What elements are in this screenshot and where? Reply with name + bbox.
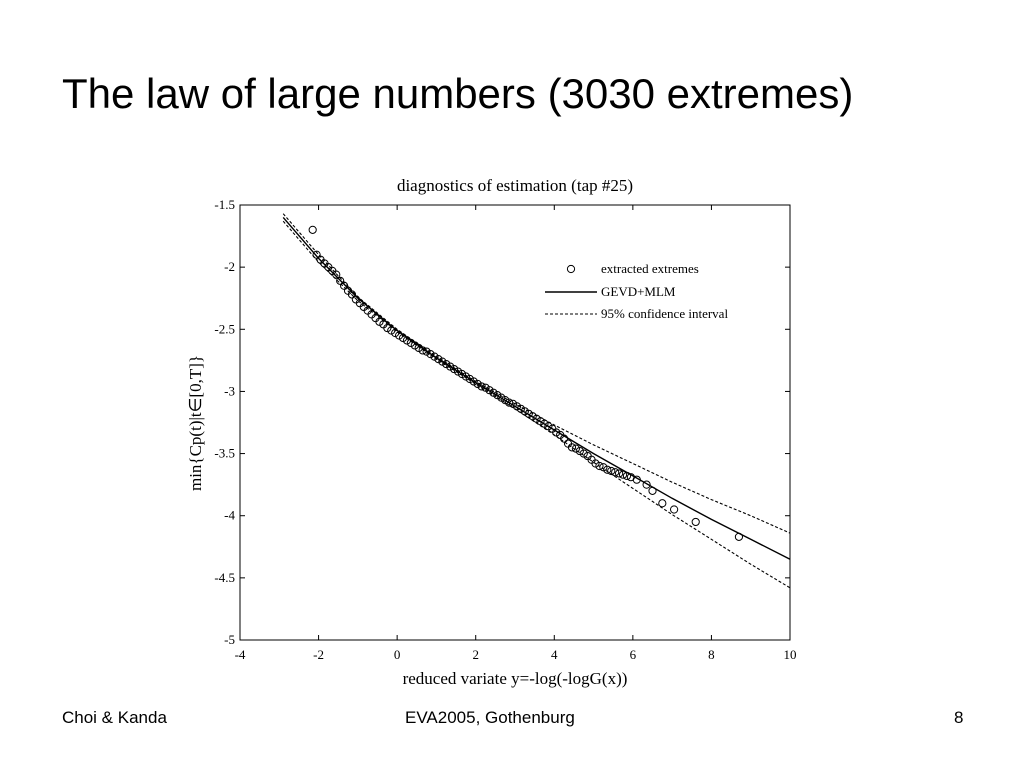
data-point xyxy=(340,281,349,290)
data-point xyxy=(618,470,628,479)
y-tick-label: -2 xyxy=(224,259,235,274)
data-point xyxy=(560,434,569,443)
data-point xyxy=(607,466,616,476)
axis-ticks: -4 -2 0 2 4 6 8 10 -1.5 -2 -2.5 -3 -3.5 -4 -4.5 -5 xyxy=(214,197,796,662)
x-tick-label: 0 xyxy=(394,647,401,662)
x-tick-label: 2 xyxy=(472,647,479,662)
page-number: 8 xyxy=(954,708,964,727)
data-points xyxy=(308,225,744,541)
data-point xyxy=(332,270,341,279)
footer-event: EVA2005, Gothenburg xyxy=(405,708,575,727)
confidence-interval-line xyxy=(282,213,791,534)
data-point xyxy=(347,290,357,299)
data-point xyxy=(691,517,700,527)
x-tick-label: -2 xyxy=(313,647,324,662)
data-point xyxy=(505,398,514,407)
y-tick-label: -5 xyxy=(224,632,235,647)
data-point xyxy=(615,469,624,478)
legend-box xyxy=(530,250,785,330)
confidence-interval-line xyxy=(282,220,791,589)
y-tick-label: -2.5 xyxy=(214,321,235,336)
x-tick-label: 10 xyxy=(784,647,797,662)
data-point xyxy=(670,505,679,514)
y-tick-label: -4 xyxy=(224,508,235,523)
data-point xyxy=(632,475,641,484)
legend-label-gevd-mlm: GEVD+MLM xyxy=(601,284,676,299)
y-tick-label: -3 xyxy=(224,383,235,398)
y-tick-label: -4.5 xyxy=(214,570,235,585)
data-point xyxy=(611,468,620,477)
x-tick-label: -4 xyxy=(235,647,246,662)
data-point xyxy=(418,346,427,355)
legend: extracted extremes GEVD+MLM 95% confiden… xyxy=(530,250,785,330)
data-point xyxy=(603,465,612,474)
chart-title: diagnostics of estimation (tap #25) xyxy=(397,176,633,195)
slide-title: The law of large numbers (3030 extremes) xyxy=(62,70,854,117)
x-tick-label: 4 xyxy=(551,647,558,662)
legend-label-extracted-extremes: extracted extremes xyxy=(601,261,699,276)
footer-author: Choi & Kanda xyxy=(62,708,167,727)
data-point xyxy=(658,499,667,508)
data-point xyxy=(312,250,321,259)
data-point xyxy=(567,443,577,452)
y-tick-label: -3.5 xyxy=(214,446,235,461)
x-tick-label: 6 xyxy=(630,647,637,662)
data-point xyxy=(648,486,657,495)
data-point xyxy=(734,532,744,541)
data-point xyxy=(336,276,345,285)
data-point xyxy=(308,225,317,234)
data-point xyxy=(642,480,651,489)
y-tick-label: -1.5 xyxy=(214,197,235,212)
x-tick-label: 8 xyxy=(708,647,715,662)
legend-marker-extracted-extremes xyxy=(566,264,576,274)
data-point xyxy=(477,382,486,391)
y-axis-label: min{Cp(t)|t∈[0,T]} xyxy=(186,355,205,491)
legend-label-confidence-interval: 95% confidence interval xyxy=(601,306,728,321)
data-point xyxy=(595,461,604,471)
data-point xyxy=(622,471,632,481)
x-axis-label: reduced variate y=-log(-logG(x)) xyxy=(403,669,628,688)
